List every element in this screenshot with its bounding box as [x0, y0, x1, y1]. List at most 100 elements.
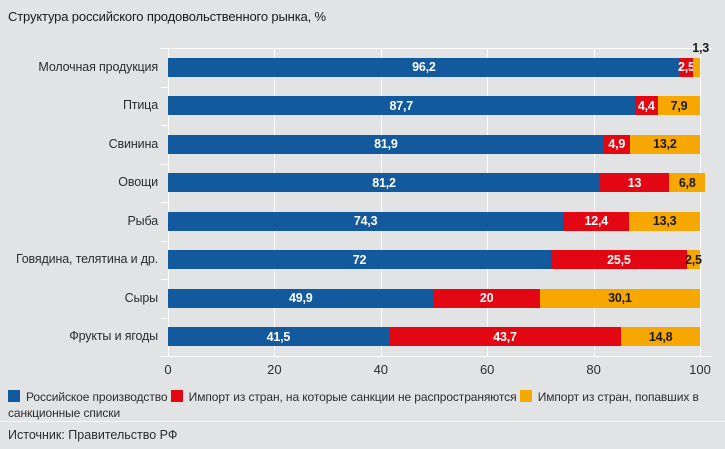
x-tick-label: 100 [689, 362, 711, 377]
bar-segment [168, 96, 635, 116]
bar-value-label: 72 [352, 252, 367, 267]
bar-value-label: 12,4 [584, 214, 609, 229]
bar-value-label: 81,9 [374, 137, 398, 152]
bar-segment [693, 57, 700, 77]
gridline [700, 48, 701, 356]
bar-row: 81,2 13 6,8 [168, 173, 706, 193]
y-axis-tick [161, 202, 168, 203]
gridline [168, 48, 169, 356]
legend-label: Импорт из стран, на которые санкции не р… [188, 390, 517, 404]
bar-row: 72 25,5 2,5 [168, 250, 702, 270]
bar-segment [388, 327, 622, 347]
bar-value-label: 96,2 [412, 60, 436, 75]
y-axis-tick [161, 279, 168, 280]
bar-row: 96,2 2,5 1,3 [168, 41, 709, 77]
bar-row: 81,9 4,9 13,2 [168, 134, 700, 154]
bar-value-label: 41,5 [266, 329, 291, 344]
bar-segment [168, 173, 600, 193]
source-divider [0, 421, 725, 422]
bar-value-label: 87,7 [389, 98, 414, 113]
bar-value-label: 81,2 [372, 175, 396, 190]
category-label: Говядина, телятина и др. [15, 252, 158, 267]
bar-segment [657, 96, 700, 116]
gridline [593, 48, 595, 356]
bar-row: 49,9 20 30,1 [168, 288, 700, 308]
x-tick-label: 80 [586, 362, 601, 377]
bar-row: 41,5 43,7 14,8 [168, 327, 700, 347]
bar-row: 87,7 4,4 7,9 [168, 96, 700, 116]
bar-value-label: 7,9 [670, 98, 688, 113]
bar-segment [686, 250, 700, 270]
bar-segment [168, 57, 680, 77]
category-label: Сыры [124, 290, 159, 305]
bar-segment [168, 211, 564, 231]
legend-item: Импорт из стран, на которые санкции не р… [170, 390, 517, 404]
bar-value-label: 2,5 [684, 252, 702, 267]
x-tick-label: 20 [267, 362, 282, 377]
bar-row: 74,3 12,4 13,3 [168, 211, 700, 231]
category-label: Рыба [127, 213, 158, 228]
bar-value-label: 43,7 [493, 329, 517, 344]
gridline [380, 48, 382, 356]
legend-label: Импорт из стран, попавших в санкционные … [8, 390, 699, 420]
legend-swatch-icon [170, 390, 183, 402]
x-tick-label: 60 [479, 362, 495, 377]
y-axis-tick [161, 86, 168, 88]
bar-segment [168, 250, 552, 270]
plot-top-line [160, 48, 712, 49]
outside-value-label: 1,3 [692, 40, 709, 55]
legend-swatch-icon [519, 390, 532, 402]
category-label: Фрукты и ягоды [69, 329, 158, 344]
bar-value-label: 4,9 [608, 137, 626, 152]
bar-segment [551, 250, 687, 270]
bar-value-label: 49,9 [288, 291, 313, 306]
bar-value-label: 13 [627, 175, 642, 190]
bar-segment [669, 173, 706, 193]
bar-segment [629, 211, 700, 231]
y-axis-tick [161, 163, 168, 165]
bar-value-label: 2,5 [678, 60, 695, 75]
category-label: Овощи [118, 175, 158, 190]
x-axis-line [160, 356, 712, 357]
bar-segment [168, 134, 604, 154]
bar-segment [168, 288, 434, 308]
legend: Российское производство Импорт из стран,… [8, 389, 714, 421]
bar-segment [634, 96, 658, 116]
bar-segment [621, 327, 700, 347]
stacked-bar-chart: 0 20 40 60 80 100 Молочная продукция 96,2 2,5 1,3… [0, 38, 725, 383]
bar-value-label: 74,3 [353, 214, 378, 229]
bar-value-label: 30,1 [608, 291, 632, 306]
bar-value-label: 14,8 [648, 329, 673, 344]
source-note: Источник: Правительство РФ [8, 428, 178, 442]
bar-segment [599, 173, 670, 193]
bar-segment [563, 211, 630, 231]
bar-value-label: 20 [479, 291, 494, 306]
category-label: Свинина [108, 136, 158, 151]
category-label: Птица [122, 98, 158, 113]
y-axis-tick [161, 240, 168, 242]
bar-segment [433, 288, 540, 308]
legend-item: Российское производство [8, 390, 168, 404]
bar-value-label: 13,2 [653, 137, 677, 152]
gridline [274, 48, 276, 356]
y-axis-tick [161, 125, 168, 126]
bar-segment [603, 134, 630, 154]
legend-label: Российское производство [26, 390, 168, 404]
bar-segment [168, 327, 389, 347]
bar-value-label: 13,3 [652, 214, 677, 229]
bar-value-label: 25,5 [607, 252, 631, 267]
bar-value-label: 4,4 [637, 98, 655, 113]
bar-segment [679, 57, 694, 77]
gridline [487, 48, 489, 356]
x-tick-label: 0 [164, 362, 172, 377]
legend-item: Импорт из стран, попавших в санкционные … [8, 390, 699, 420]
category-label: Молочная продукция [38, 59, 158, 74]
bar-segment [539, 288, 700, 308]
chart-title: Структура российского продовольственного… [8, 9, 326, 24]
bar-value-label: 6,8 [678, 175, 696, 190]
legend-swatch-icon [8, 390, 20, 402]
x-tick-label: 40 [373, 362, 389, 377]
y-axis-tick [161, 317, 168, 319]
bar-segment [629, 134, 700, 154]
